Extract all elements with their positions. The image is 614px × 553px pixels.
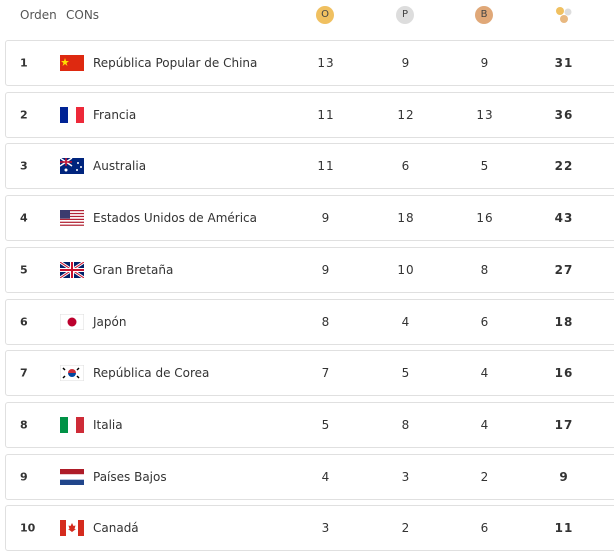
table-row: 9 Países Bajos 4 3 2 9 <box>5 453 614 500</box>
gold-count: 3 <box>321 521 331 536</box>
flag <box>60 416 84 433</box>
silver-count: 9 <box>401 56 411 70</box>
gold-count: 5 <box>321 417 331 432</box>
rank: 9 <box>20 470 28 484</box>
noc-heading: CONs <box>66 8 100 22</box>
country-name: Australia <box>93 159 147 174</box>
table-header: Orden CONs O P B <box>0 0 614 30</box>
gold-count: 4 <box>321 469 331 484</box>
table-row: 1 República Popular de China 13 9 9 31 <box>5 40 614 86</box>
silver-count: 12 <box>397 107 415 122</box>
silver-count: 18 <box>397 211 415 226</box>
table-row: 3 Australia 11 6 5 22 <box>5 143 614 190</box>
silver-count: 5 <box>401 366 411 381</box>
bronze-count: 5 <box>480 159 490 174</box>
bronze-count: 13 <box>476 107 494 122</box>
gold-count: 9 <box>321 262 331 277</box>
rank: 5 <box>20 263 28 277</box>
gold-count: 9 <box>321 211 331 226</box>
total-count: 17 <box>554 417 574 432</box>
table-row: 5 Gran Bretaña 9 10 8 27 <box>5 246 614 293</box>
total-icon <box>556 7 572 23</box>
rank: 3 <box>20 159 28 173</box>
gold-count: 11 <box>317 159 335 174</box>
country-name: República Popular de China <box>93 56 258 70</box>
table-row: 8 Italia 5 8 4 17 <box>5 401 614 448</box>
bronze-count: 16 <box>476 211 494 226</box>
total-count: 9 <box>559 469 569 484</box>
bronze-count: 8 <box>480 262 490 277</box>
flag <box>60 365 84 382</box>
rank: 6 <box>20 315 28 328</box>
bronze-count: 4 <box>480 366 490 381</box>
gold-count: 11 <box>317 107 335 122</box>
flag <box>60 468 84 485</box>
bronze-count: 9 <box>480 56 490 70</box>
rank: 4 <box>20 211 28 225</box>
country-name: Italia <box>93 417 123 432</box>
rank: 8 <box>20 418 28 432</box>
silver-count: 3 <box>401 469 411 484</box>
table-row: 4 Estados Unidos de América 9 18 16 43 <box>5 195 614 242</box>
total-count: 22 <box>554 159 574 174</box>
flag <box>60 313 84 330</box>
country-name: Gran Bretaña <box>93 262 174 277</box>
total-count: 36 <box>554 107 574 122</box>
rank: 10 <box>20 521 36 535</box>
total-count: 18 <box>554 314 574 329</box>
total-count: 16 <box>554 366 574 381</box>
country-name: República de Corea <box>93 366 210 381</box>
silver-count: 8 <box>401 417 411 432</box>
silver-heading: P <box>396 6 414 24</box>
table-row: 10 Canadá 3 2 6 11 <box>5 505 614 552</box>
rank: 2 <box>20 108 28 122</box>
country-name: Japón <box>93 314 127 329</box>
rank: 7 <box>20 366 28 380</box>
flag <box>60 106 84 123</box>
total-count: 27 <box>554 262 574 277</box>
flag <box>60 261 84 278</box>
table-row: 2 Francia 11 12 13 36 <box>5 91 614 138</box>
gold-count: 13 <box>317 56 335 70</box>
table-row: 6 Japón 8 4 6 18 <box>5 298 614 345</box>
country-name: Canadá <box>93 521 139 536</box>
total-count: 43 <box>554 211 574 226</box>
country-name: Estados Unidos de América <box>93 211 257 226</box>
country-name: Países Bajos <box>93 469 167 484</box>
total-count: 31 <box>554 56 574 70</box>
flag <box>60 210 84 227</box>
bronze-count: 6 <box>480 314 490 329</box>
rank-heading: Orden <box>20 8 57 22</box>
bronze-count: 2 <box>480 469 490 484</box>
silver-count: 2 <box>401 521 411 536</box>
bronze-count: 4 <box>480 417 490 432</box>
total-count: 11 <box>554 521 574 536</box>
flag <box>60 158 84 175</box>
rank: 1 <box>20 56 28 70</box>
silver-count: 10 <box>397 262 415 277</box>
gold-count: 7 <box>321 366 331 381</box>
gold-heading: O <box>316 6 334 24</box>
bronze-count: 6 <box>480 521 490 536</box>
gold-count: 8 <box>321 314 331 329</box>
flag <box>60 520 84 537</box>
flag <box>60 55 84 71</box>
silver-count: 4 <box>401 314 411 329</box>
bronze-heading: B <box>475 6 493 24</box>
silver-count: 6 <box>401 159 411 174</box>
table-row: 7 República de Corea 7 5 4 16 <box>5 350 614 397</box>
country-name: Francia <box>93 107 137 122</box>
